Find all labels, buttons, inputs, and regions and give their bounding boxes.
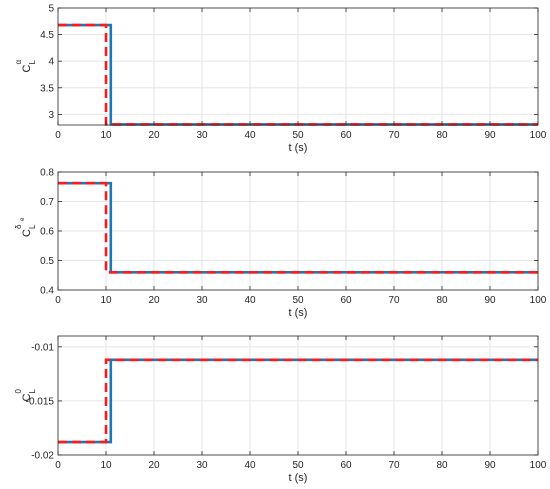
y-tick-label: -0.02 xyxy=(31,451,54,462)
x-tick-label: 60 xyxy=(340,295,352,306)
x-tick-label: 60 xyxy=(340,460,352,471)
x-tick-label: 60 xyxy=(340,130,352,141)
series-line-dashed xyxy=(58,358,538,444)
x-tick-label: 40 xyxy=(244,460,256,471)
x-tick-label: 40 xyxy=(244,295,256,306)
x-tick-label: 80 xyxy=(436,130,448,141)
x-tick-label: 30 xyxy=(196,295,208,306)
x-tick-label: 100 xyxy=(530,130,547,141)
x-tick-label: 90 xyxy=(484,460,496,471)
x-axis-label: t (s) xyxy=(289,472,308,484)
y-tick-label: -0.015 xyxy=(26,396,55,407)
y-tick-label: 4.5 xyxy=(40,30,54,41)
x-tick-label: 100 xyxy=(530,295,547,306)
x-tick-label: 50 xyxy=(292,460,304,471)
x-tick-label: 70 xyxy=(388,130,400,141)
y-axis-label: Cα L xyxy=(14,60,37,73)
y-tick-label: 3.5 xyxy=(40,83,54,94)
x-tick-label: 50 xyxy=(292,295,304,306)
x-tick-label: 100 xyxy=(530,460,547,471)
y-tick-label: 0.5 xyxy=(40,256,54,267)
x-tick-label: 20 xyxy=(148,460,160,471)
x-tick-label: 30 xyxy=(196,460,208,471)
y-axis-label: Cδ Le xyxy=(14,217,37,237)
y-label-subscript: L xyxy=(28,60,37,65)
x-tick-label: 40 xyxy=(244,130,256,141)
y-axis-label: C0 L xyxy=(14,389,37,402)
y-label-subscript: L xyxy=(28,389,37,394)
x-tick-label: 10 xyxy=(100,295,112,306)
x-tick-label: 0 xyxy=(55,460,61,471)
y-tick-label: 0.7 xyxy=(40,197,54,208)
x-axis-label: t (s) xyxy=(289,307,308,319)
x-tick-label: 0 xyxy=(55,130,61,141)
x-tick-label: 70 xyxy=(388,295,400,306)
y-label-sub-subscript: e xyxy=(20,217,26,221)
y-label-superscript: α xyxy=(14,60,23,65)
series-line-dashed xyxy=(58,181,538,274)
x-axis-label: t (s) xyxy=(289,142,308,154)
chart-panel-2: 0 10 20 30 40 50 60 70 80 90 100 0.8 0.7 0.6 0.5 0.4 t (… xyxy=(14,168,547,320)
x-tick-label: 70 xyxy=(388,460,400,471)
y-label-base: C xyxy=(21,65,33,73)
x-tick-label: 20 xyxy=(148,295,160,306)
x-tick-label: 80 xyxy=(436,460,448,471)
x-tick-label: 0 xyxy=(55,295,61,306)
x-tick-label: 30 xyxy=(196,130,208,141)
y-tick-label: 0.4 xyxy=(40,286,54,297)
y-tick-label: 4 xyxy=(48,57,54,68)
y-tick-label: 5 xyxy=(48,4,54,15)
y-label-superscript: δ xyxy=(14,224,23,229)
x-tick-label: 20 xyxy=(148,130,160,141)
x-tick-label: 90 xyxy=(484,130,496,141)
y-tick-label: 3 xyxy=(48,110,54,121)
chart-panel-3: 0 10 20 30 40 50 60 70 80 90 100 -0.01 -0.015 -0.02 t … xyxy=(14,335,547,484)
y-tick-label: -0.01 xyxy=(31,342,54,353)
x-tick-label: 10 xyxy=(100,460,112,471)
series-line-solid xyxy=(58,358,538,444)
chart-panel-1: 0 10 20 30 40 50 60 70 80 90 100 5 4.5 4 3.5 3 t (s) Cα L xyxy=(14,4,547,155)
y-label-base: C xyxy=(21,394,33,402)
y-label-subscript: L xyxy=(28,224,37,229)
y-tick-label: 0.6 xyxy=(40,227,54,238)
y-label-superscript: 0 xyxy=(14,389,23,394)
x-tick-label: 50 xyxy=(292,130,304,141)
x-tick-label: 80 xyxy=(436,295,448,306)
y-label-base: C xyxy=(21,229,33,237)
y-tick-label: 0.8 xyxy=(40,168,54,179)
x-tick-label: 90 xyxy=(484,295,496,306)
x-tick-label: 10 xyxy=(100,130,112,141)
